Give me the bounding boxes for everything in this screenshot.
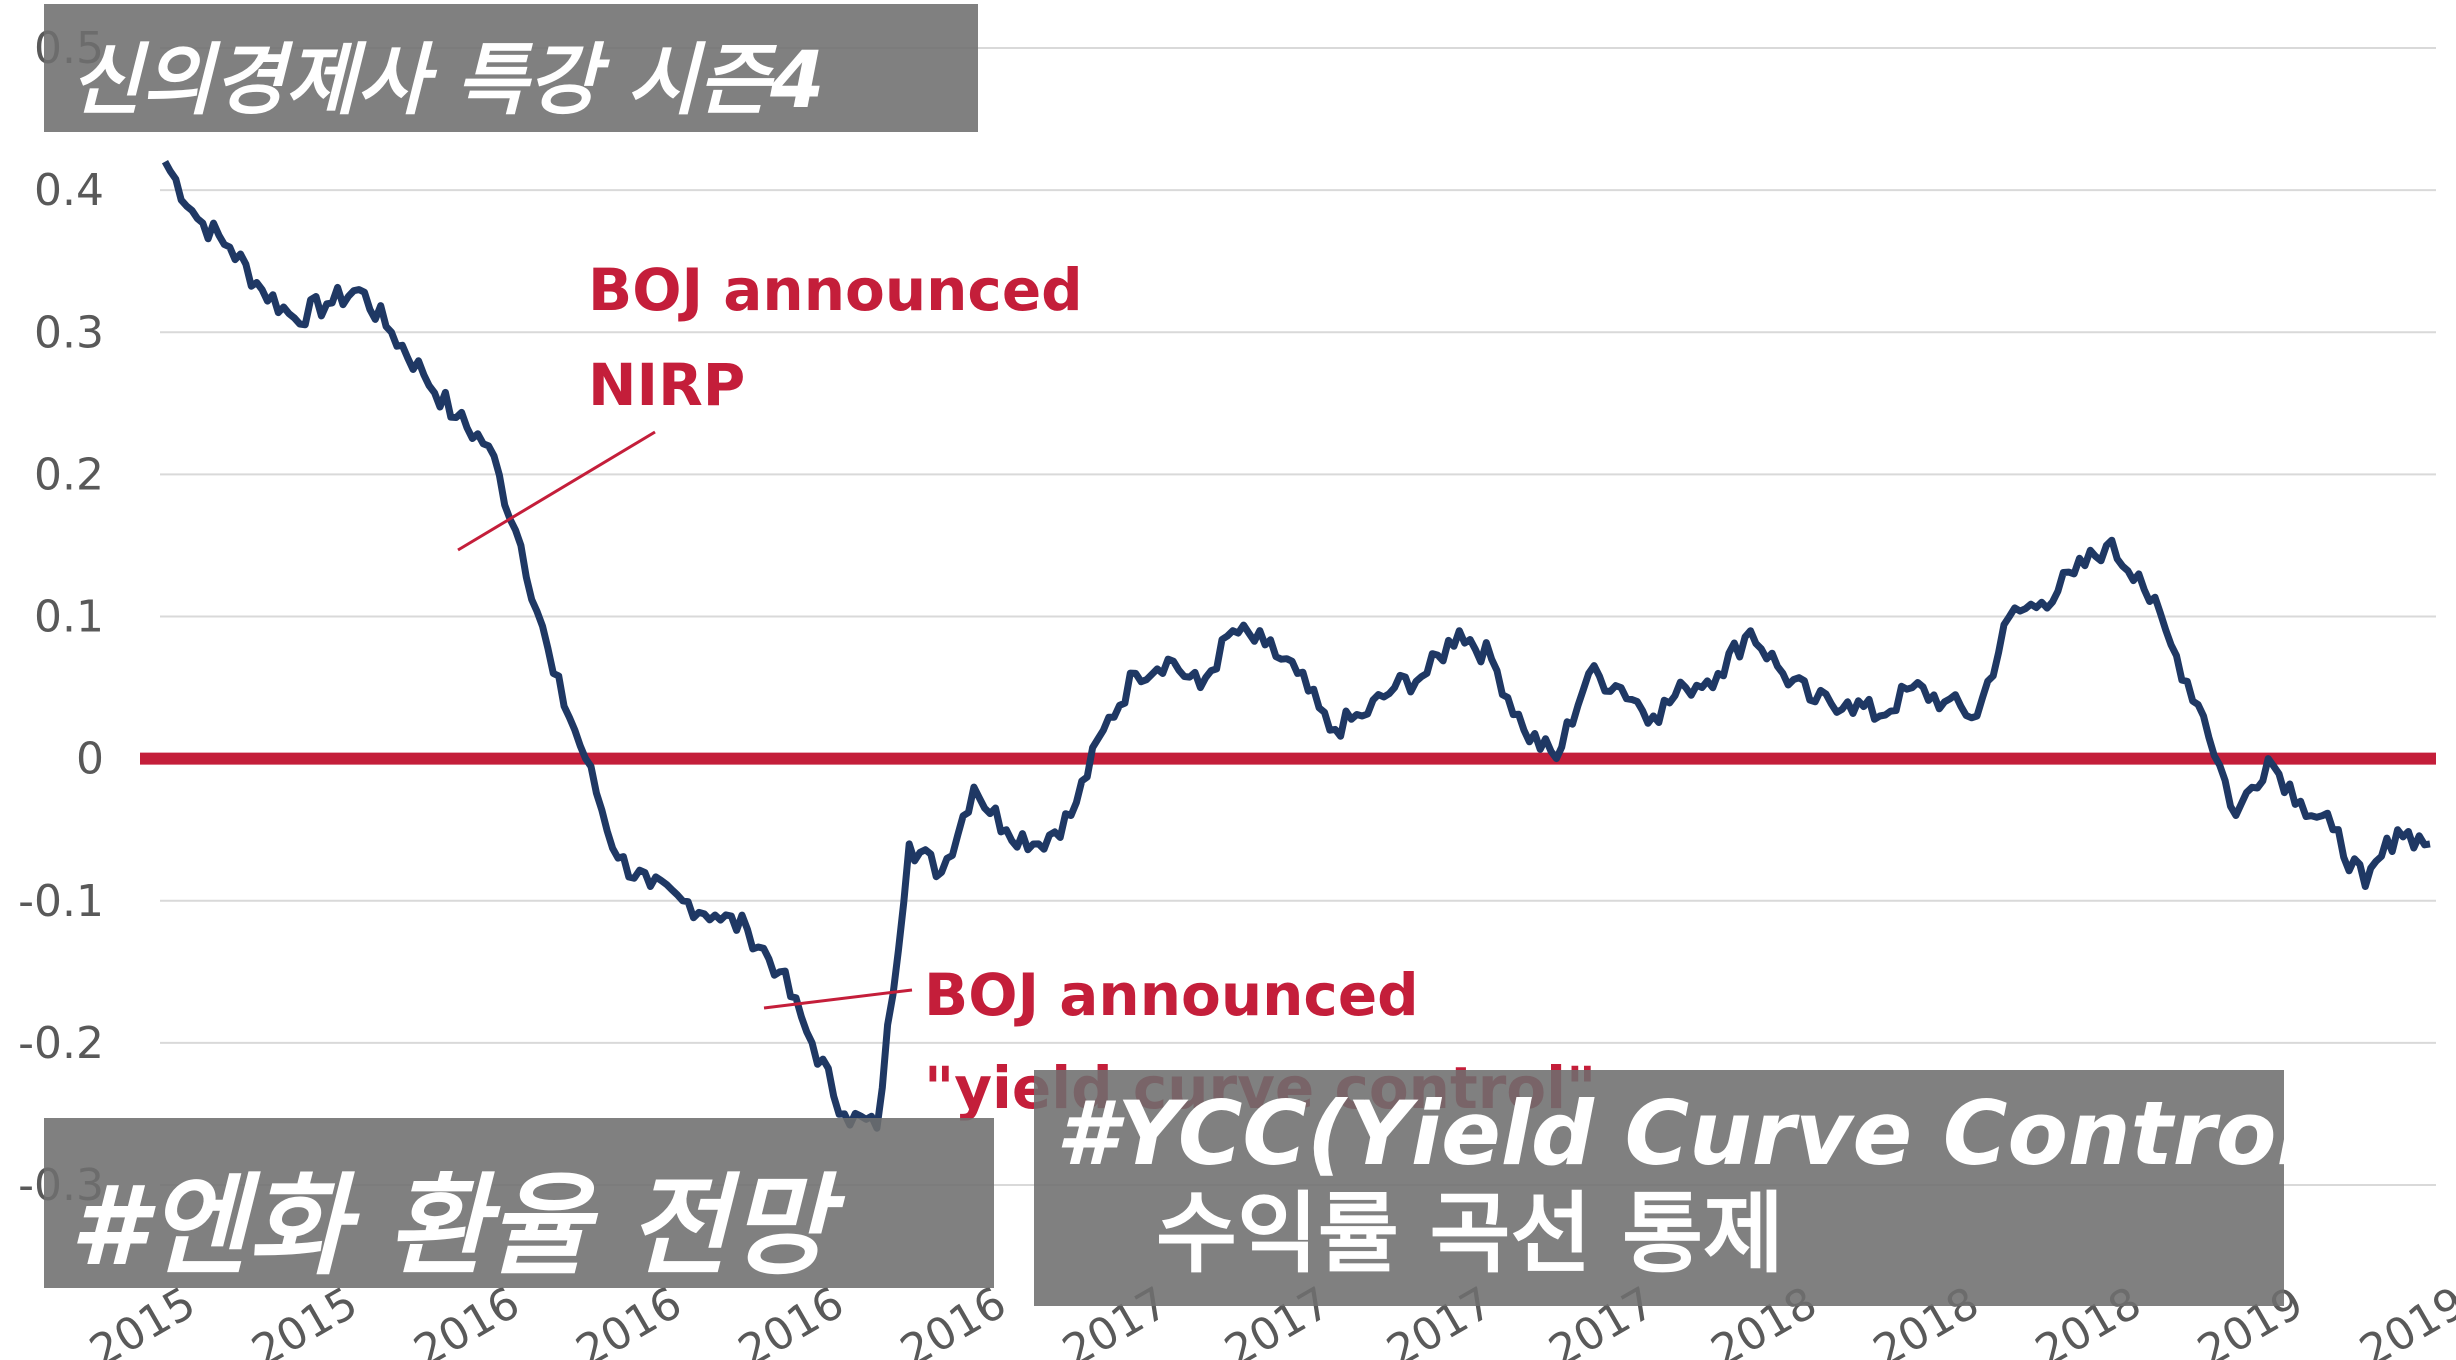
hashtag-text: #엔화 환율 전망 xyxy=(70,1162,831,1290)
series-line xyxy=(161,159,2431,1132)
annotation-nirp-line2: NIRP xyxy=(588,351,745,419)
x-tick-label: 2019 xyxy=(2352,1277,2456,1360)
hashtag-banner: #엔화 환율 전망 xyxy=(44,1118,994,1290)
y-tick-label: 0 xyxy=(76,734,104,785)
annotations: BOJ announced NIRP BOJ announced "yield … xyxy=(457,256,1596,1122)
ycc-caption-line1: #YCC(Yield Curve Control) xyxy=(1056,1082,2347,1185)
y-axis-tick-labels: -0.3-0.2-0.100.10.20.30.40.5 xyxy=(18,23,104,1211)
x-tick-label: 2016 xyxy=(892,1277,1014,1360)
y-tick-label: 0.2 xyxy=(34,449,104,500)
y-tick-label: -0.2 xyxy=(18,1018,104,1069)
ycc-caption-line2: 수익률 곡선 통제 xyxy=(1156,1182,1784,1285)
annotation-leader-ycc xyxy=(763,988,913,1010)
channel-title-text: 신의경제사 특강 시즌4 xyxy=(70,36,825,126)
annotation-ycc-line1: BOJ announced xyxy=(924,961,1419,1029)
annotation-nirp-line1: BOJ announced xyxy=(588,256,1083,324)
ycc-caption-banner: #YCC(Yield Curve Control) 수익률 곡선 통제 xyxy=(1034,1070,2347,1306)
y-tick-label: 0.1 xyxy=(34,592,104,643)
y-tick-label: 0.3 xyxy=(34,307,104,358)
y-tick-label: -0.1 xyxy=(18,876,104,927)
annotation-leader-nirp xyxy=(457,430,656,552)
channel-title-banner: 신의경제사 특강 시즌4 xyxy=(44,4,978,132)
y-tick-label: 0.4 xyxy=(34,165,104,216)
